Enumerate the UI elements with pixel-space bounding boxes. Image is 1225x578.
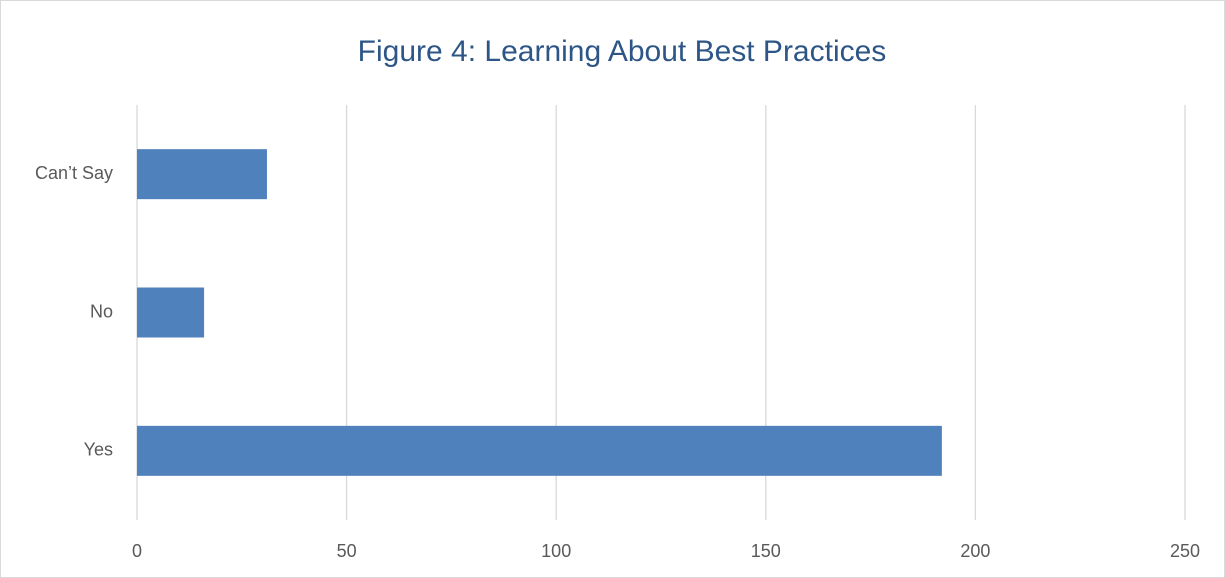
x-tick-label: 50 xyxy=(337,541,357,561)
y-tick-label: No xyxy=(90,301,113,321)
x-tick-label: 100 xyxy=(541,541,571,561)
bar xyxy=(137,425,942,476)
bar xyxy=(137,149,267,200)
x-tick-label: 150 xyxy=(751,541,781,561)
y-tick-label: Yes xyxy=(84,440,113,460)
bar xyxy=(137,287,205,338)
y-tick-label: Can’t Say xyxy=(35,163,113,183)
x-tick-label: 0 xyxy=(132,541,142,561)
x-tick-label: 200 xyxy=(960,541,990,561)
x-tick-label: 250 xyxy=(1170,541,1200,561)
chart-title: Figure 4: Learning About Best Practices xyxy=(358,35,887,68)
